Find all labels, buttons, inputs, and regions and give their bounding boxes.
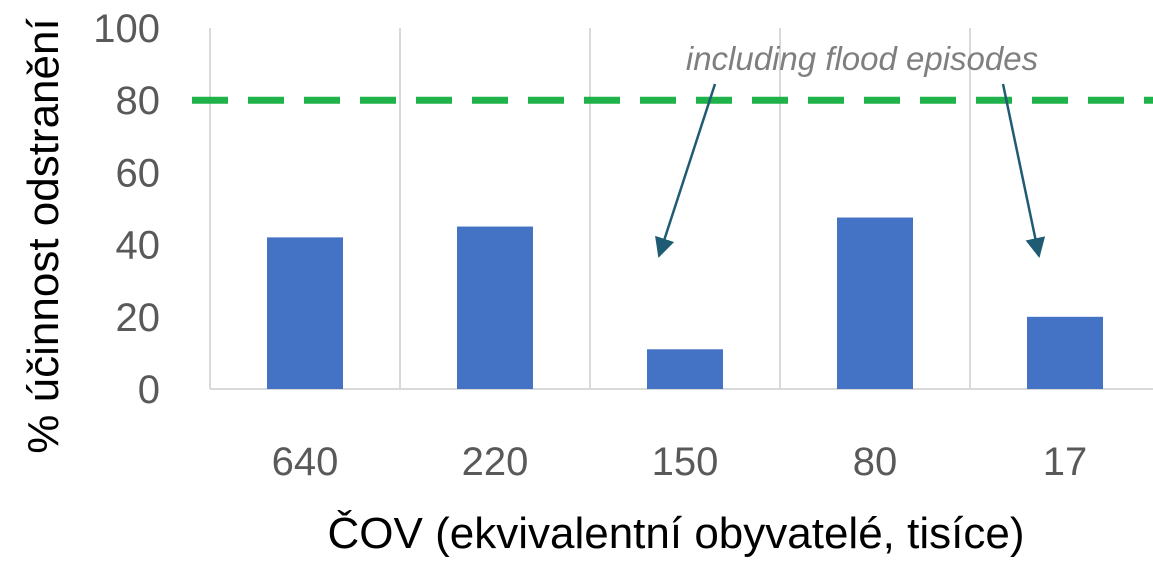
y-tick-label: 20 <box>116 296 161 340</box>
bar <box>457 226 533 389</box>
bar <box>267 237 343 389</box>
y-tick-label: 40 <box>116 224 161 268</box>
y-tick-label: 0 <box>138 368 160 412</box>
y-tick-label: 60 <box>116 151 161 195</box>
y-tick-label: 100 <box>93 7 160 51</box>
bars <box>267 217 1103 389</box>
bar <box>837 217 913 389</box>
bar <box>647 349 723 389</box>
x-axis-ticks: 640 220 150 80 17 <box>272 440 1088 484</box>
x-tick-label: 150 <box>652 440 719 484</box>
annotation-arrow <box>1001 83 1046 258</box>
x-tick-label: 80 <box>853 440 898 484</box>
x-tick-label: 640 <box>272 440 339 484</box>
y-axis-title: % účinnost odstranění <box>19 18 68 454</box>
y-axis-ticks: 0 20 40 60 80 100 <box>93 7 160 412</box>
annotation-label: including flood episodes <box>686 40 1038 77</box>
annotation-arrows <box>655 83 1046 258</box>
annotation-arrow <box>655 83 717 258</box>
bar <box>1027 316 1103 389</box>
gridlines <box>209 28 1153 390</box>
x-axis-title: ČOV (ekvivalentní obyvatelé, tisíce) <box>328 508 1025 558</box>
y-tick-label: 80 <box>116 79 161 123</box>
x-tick-label: 17 <box>1043 440 1088 484</box>
x-tick-label: 220 <box>462 440 529 484</box>
